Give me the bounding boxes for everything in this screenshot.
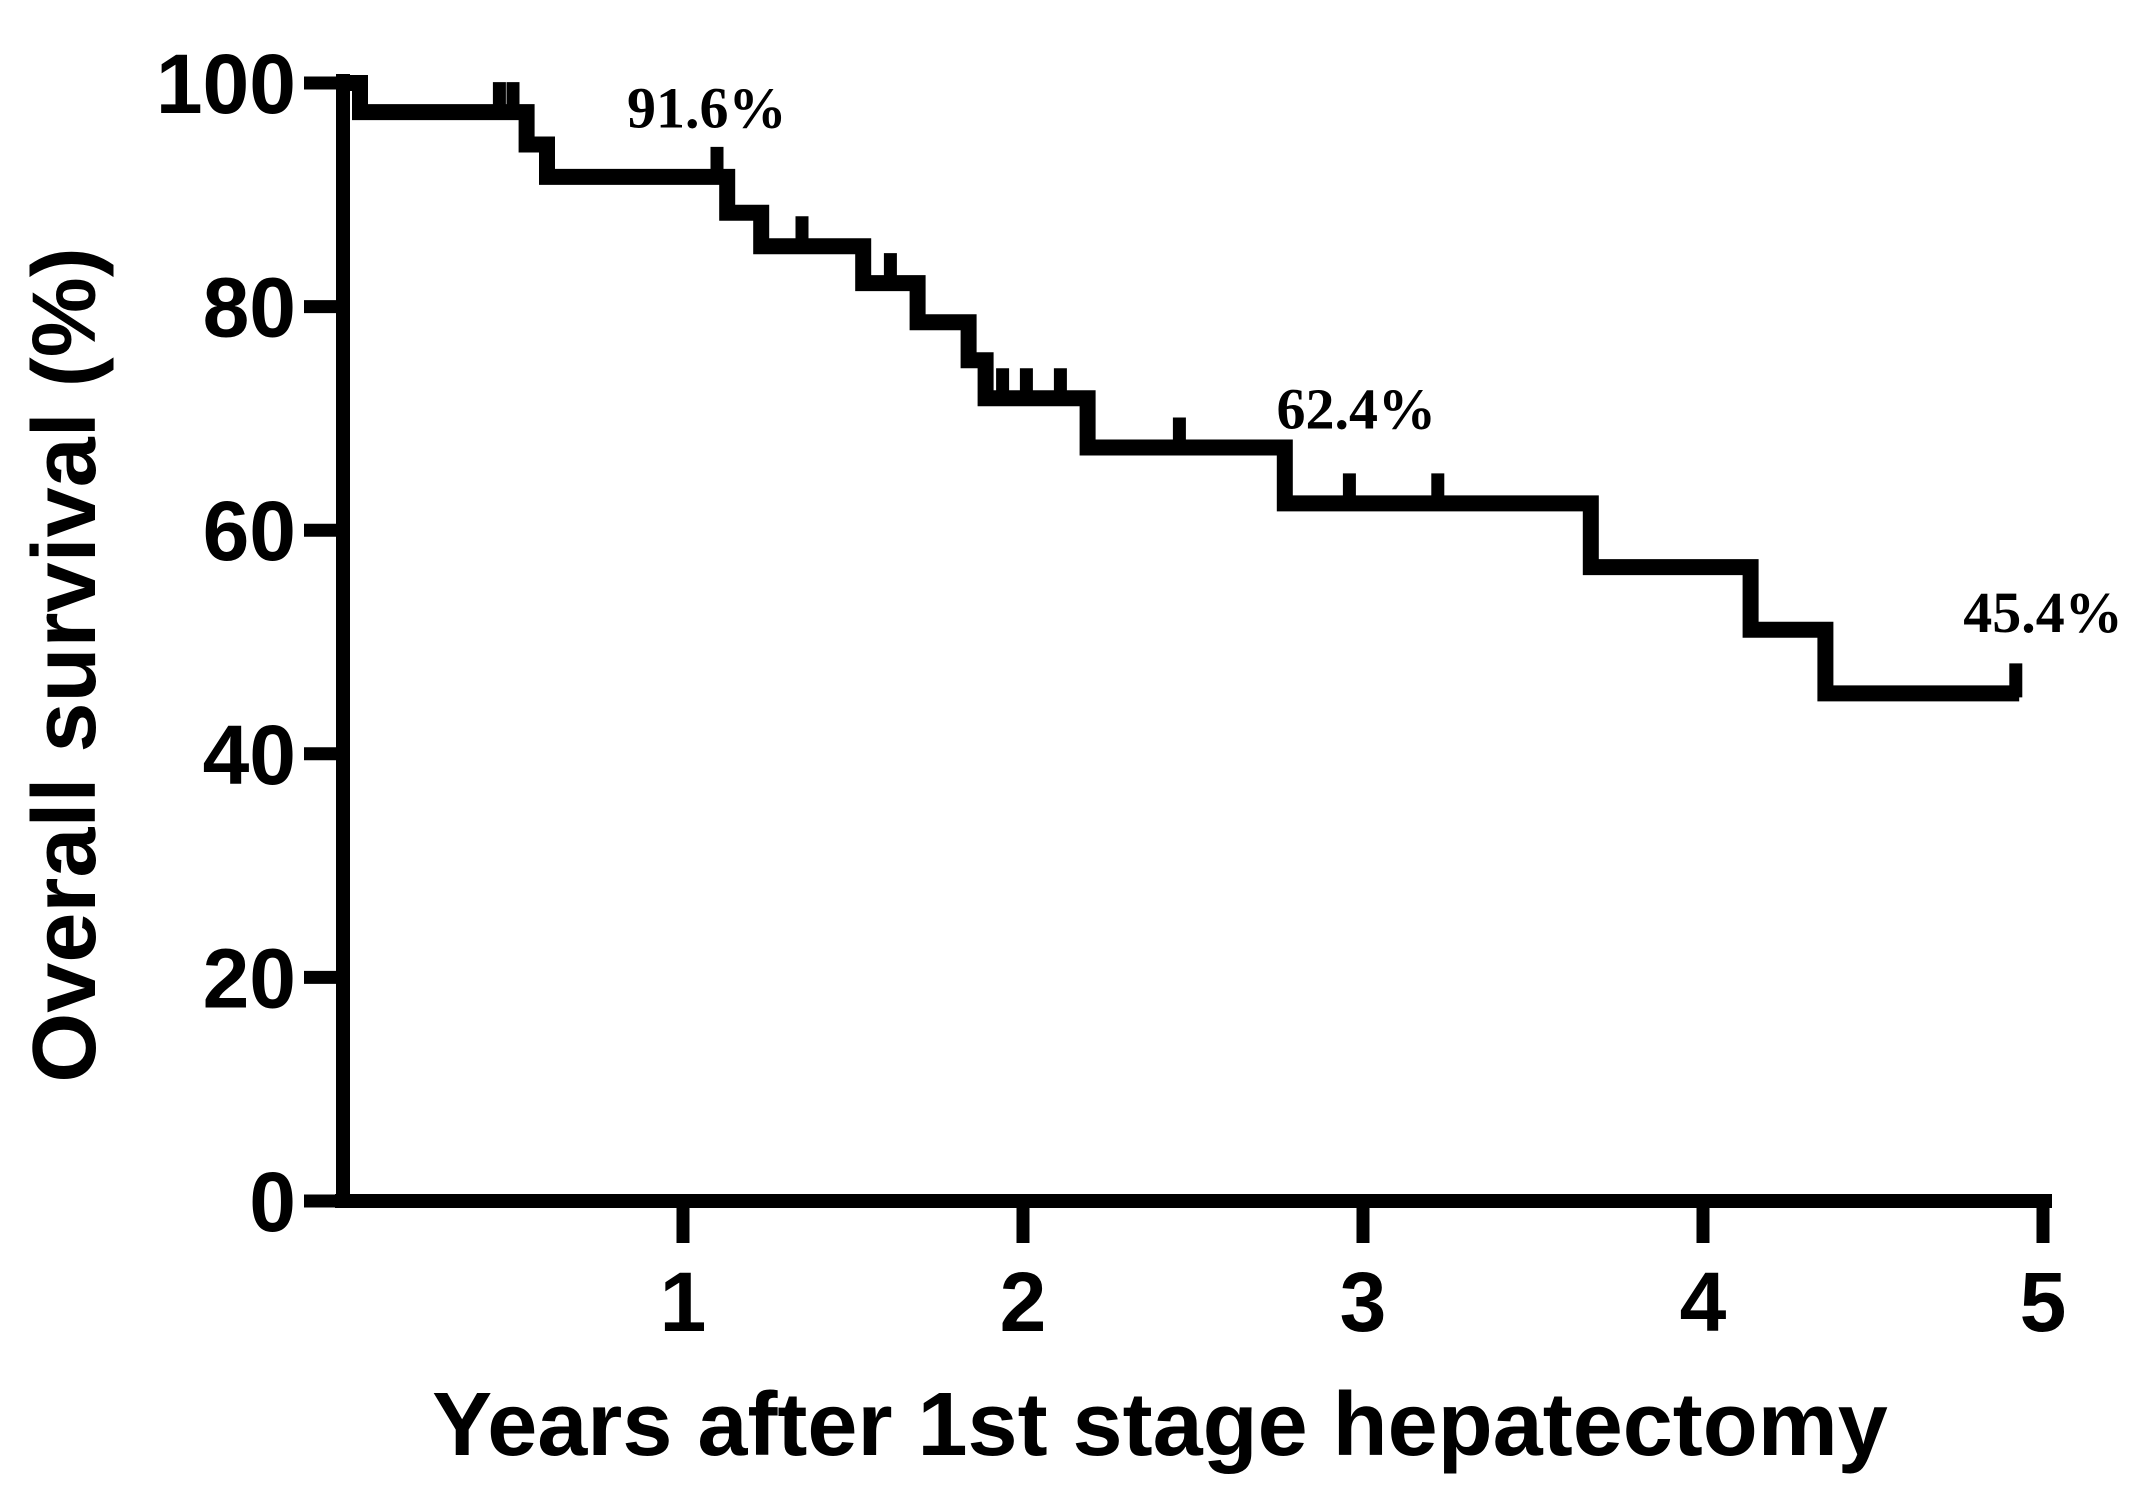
x-tick-label: 1 [660,1255,707,1349]
survival-step-curve [343,75,2020,702]
x-tick-label: 5 [2020,1255,2067,1349]
y-tick-label: 60 [203,484,296,578]
x-tick-label: 2 [1000,1255,1047,1349]
y-tick-label: 20 [203,931,296,1025]
survival-annotation: 62.4% [1276,376,1436,441]
x-tick-label: 4 [1680,1255,1727,1349]
x-axis-title: Years after 1st stage hepatectomy [432,1375,1888,1475]
y-axis-title: Overall survival (%) [15,247,115,1082]
y-tick-label: 40 [203,708,296,802]
survival-annotation: 91.6% [627,76,787,141]
x-tick-label: 3 [1340,1255,1387,1349]
y-tick-label: 0 [249,1155,296,1249]
survival-annotation: 45.4% [1963,580,2123,645]
y-tick-label: 100 [156,37,296,131]
y-tick-label: 80 [203,261,296,355]
